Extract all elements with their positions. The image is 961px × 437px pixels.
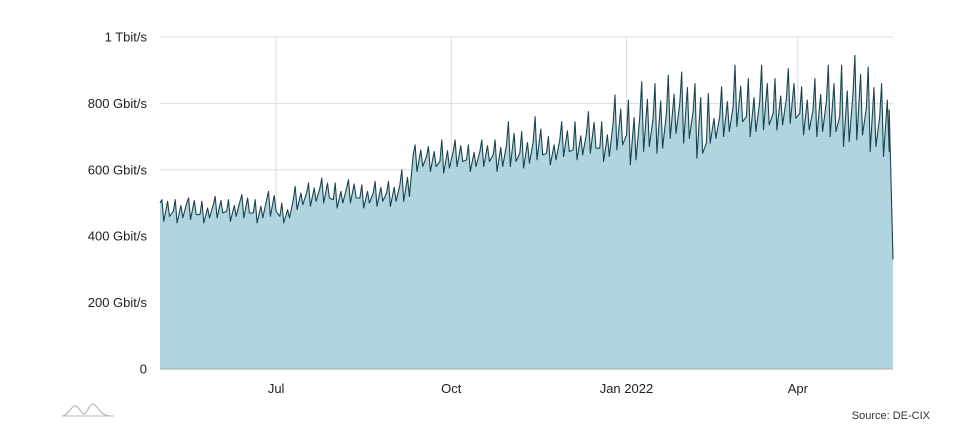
- de-cix-logo-icon: [61, 403, 114, 417]
- series-line: [159, 54, 894, 260]
- y-tick-label: 400 Gbit/s: [88, 229, 148, 244]
- x-tick-label: Apr: [788, 381, 809, 396]
- y-tick-label: 800 Gbit/s: [88, 96, 148, 111]
- y-axis-tick-labels: 0 200 Gbit/s 400 Gbit/s 600 Gbit/s 800 Gbit/…: [88, 30, 148, 377]
- x-tick-label: Jul: [268, 381, 285, 396]
- source-label: Source: DE-CIX: [852, 410, 931, 422]
- series-area: [159, 54, 894, 370]
- y-tick-label: 0: [140, 362, 147, 377]
- x-tick-label: Jan 2022: [600, 381, 654, 396]
- y-tick-label: 600 Gbit/s: [88, 162, 148, 177]
- x-tick-label: Oct: [441, 381, 462, 396]
- y-tick-label: 200 Gbit/s: [88, 295, 148, 310]
- x-axis-tick-labels: Jul Oct Jan 2022 Apr: [268, 381, 809, 396]
- y-tick-label: 1 Tbit/s: [105, 30, 148, 45]
